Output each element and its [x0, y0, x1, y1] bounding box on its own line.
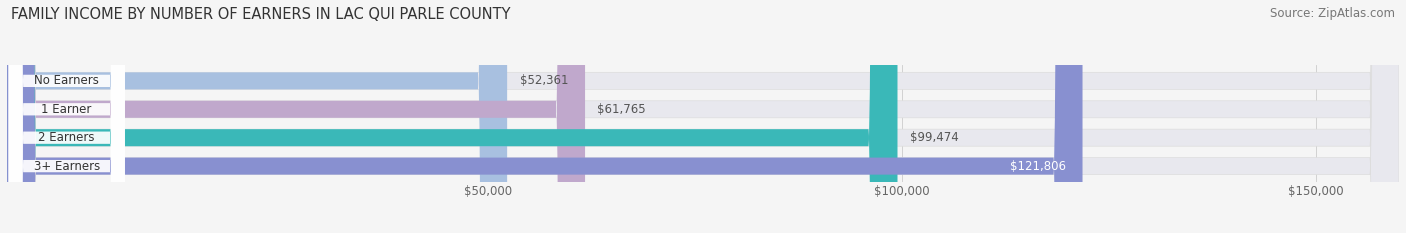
FancyBboxPatch shape — [8, 0, 125, 233]
Text: $121,806: $121,806 — [1010, 160, 1066, 173]
Text: 2 Earners: 2 Earners — [38, 131, 96, 144]
FancyBboxPatch shape — [8, 0, 125, 233]
Text: 1 Earner: 1 Earner — [42, 103, 91, 116]
Text: No Earners: No Earners — [34, 74, 98, 87]
Text: $99,474: $99,474 — [910, 131, 959, 144]
FancyBboxPatch shape — [7, 0, 897, 233]
FancyBboxPatch shape — [7, 0, 585, 233]
FancyBboxPatch shape — [7, 0, 1083, 233]
FancyBboxPatch shape — [7, 0, 1399, 233]
Text: $61,765: $61,765 — [598, 103, 647, 116]
FancyBboxPatch shape — [7, 0, 1399, 233]
FancyBboxPatch shape — [7, 0, 1399, 233]
FancyBboxPatch shape — [8, 0, 125, 233]
FancyBboxPatch shape — [7, 0, 508, 233]
Text: 3+ Earners: 3+ Earners — [34, 160, 100, 173]
FancyBboxPatch shape — [7, 0, 1399, 233]
Text: FAMILY INCOME BY NUMBER OF EARNERS IN LAC QUI PARLE COUNTY: FAMILY INCOME BY NUMBER OF EARNERS IN LA… — [11, 7, 510, 22]
FancyBboxPatch shape — [8, 0, 125, 233]
Text: Source: ZipAtlas.com: Source: ZipAtlas.com — [1270, 7, 1395, 20]
Text: $52,361: $52,361 — [520, 74, 568, 87]
